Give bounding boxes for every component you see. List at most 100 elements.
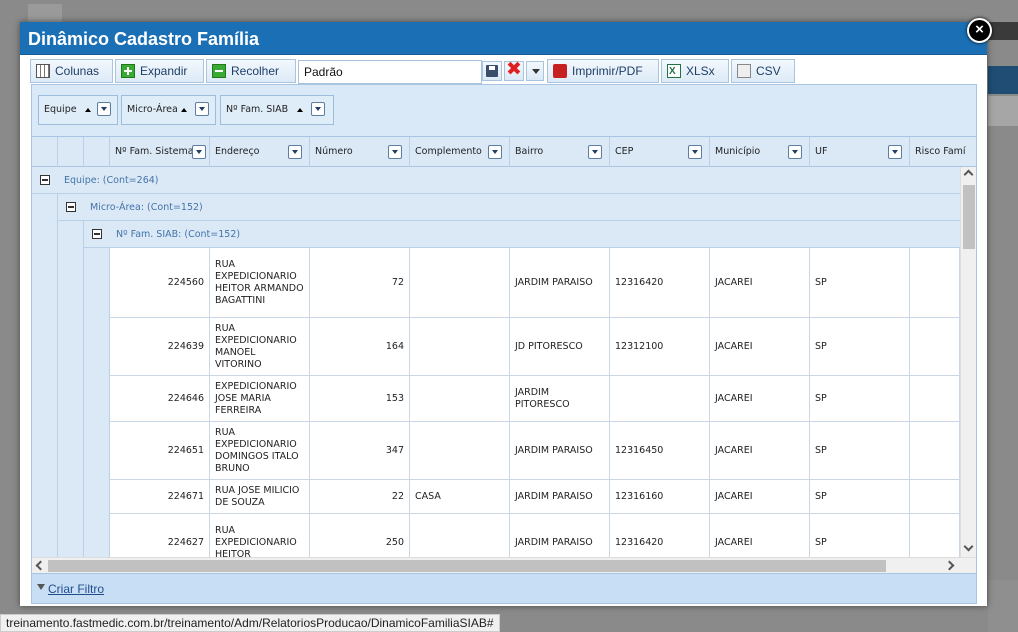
collapse-toggle-icon[interactable] [66,202,76,212]
cell-cep [610,376,710,421]
column-header-municipio[interactable]: Município [710,137,810,167]
filter-dropdown-icon[interactable] [388,145,402,159]
table-row[interactable]: 224651 RUA EXPEDICIONARIO DOMINGOS ITALO … [110,422,960,480]
cell-complemento [410,376,510,421]
group-row-equipe: Equipe: (Cont=264) [32,167,960,194]
delete-view-button[interactable]: ✖ [504,58,524,81]
save-view-button[interactable] [482,61,502,81]
view-dropdown-button[interactable] [526,61,544,81]
cell-cep: 12316420 [610,514,710,557]
xlsx-label: XLSx [686,64,715,78]
column-header-label: Município [715,146,761,157]
cell-endereco: RUA JOSE MILICIO DE SOUZA [210,480,310,513]
column-header-endereco[interactable]: Endereço [210,137,310,167]
imprimir-pdf-button[interactable]: Imprimir/PDF [547,59,659,83]
grid-body: Equipe: (Cont=264) Micro-Área: (Cont=152… [32,167,960,557]
cell-endereco: EXPEDICIONARIO JOSE MARIA FERREIRA [210,376,310,421]
cell-fam-sistema: 224646 [110,376,210,421]
expand-icon [121,64,135,78]
view-select[interactable]: Padrão [298,60,482,84]
scroll-up-icon[interactable] [963,169,974,180]
group-chip-micro-area[interactable]: Micro-Área [121,95,216,125]
group-chip-label: Micro-Área [127,104,178,115]
column-header-complemento[interactable]: Complemento [410,137,510,167]
cell-bairro: JARDIM PARAISO [510,248,610,317]
filter-dropdown-icon[interactable] [888,145,902,159]
save-icon [486,65,498,77]
cell-risco-familiar [910,248,960,317]
column-header-fam-sistema[interactable]: Nº Fam. Sistema [110,137,210,167]
column-header-uf[interactable]: UF [810,137,910,167]
scroll-thumb[interactable] [48,560,886,572]
scroll-left-icon[interactable] [35,560,46,571]
close-modal-button[interactable]: × [967,18,992,43]
filter-dropdown-icon[interactable] [588,145,602,159]
cell-endereco: RUA EXPEDICIONARIO HEITOR ARMANDO BAGATT… [210,248,310,317]
cell-bairro: JARDIM PARAISO [510,514,610,557]
filter-dropdown-icon[interactable] [97,102,111,116]
column-header-risco-familiar[interactable]: Risco Famí [910,137,976,167]
colunas-button[interactable]: Colunas [30,59,113,83]
expandir-button[interactable]: Expandir [115,59,204,83]
modal-header: Dinâmico Cadastro Família [20,22,987,55]
filter-dropdown-icon[interactable] [195,102,209,116]
recolher-label: Recolher [231,64,280,78]
group-chip-fam-siab[interactable]: Nº Fam. SIAB [220,95,334,125]
grid-toolbar: Colunas Expandir Recolher Padrão ✖ Impri… [30,58,976,85]
table-row[interactable]: 224627 RUA EXPEDICIONARIO HEITOR 250 JARDIM… [110,514,960,557]
filter-dropdown-icon[interactable] [311,102,325,116]
delete-x-icon: ✖ [506,58,522,80]
horizontal-scrollbar[interactable] [32,557,976,573]
recolher-button[interactable]: Recolher [206,59,296,83]
group-panel: Equipe Micro-Área Nº Fam. SIAB [32,85,976,137]
column-header-numero[interactable]: Número [310,137,410,167]
scroll-right-icon[interactable] [944,560,955,571]
table-row[interactable]: 224646 EXPEDICIONARIO JOSE MARIA FERREIRA… [110,376,960,422]
cell-bairro: JARDIM PARAISO [510,480,610,513]
cell-bairro: JARDIM PARAISO [510,422,610,479]
scroll-down-icon[interactable] [963,541,974,552]
column-header-label: Nº Fam. Sistema [115,146,194,157]
chevron-down-icon [532,69,540,74]
column-header-cep[interactable]: CEP [610,137,710,167]
filter-dropdown-icon[interactable] [192,145,206,159]
background-panel-block [988,66,1018,94]
table-row[interactable]: 224671 RUA JOSE MILICIO DE SOUZA 22 CASA JAR… [110,480,960,514]
background-logo [28,4,62,22]
imprimir-label: Imprimir/PDF [572,64,643,78]
cell-risco-familiar [910,422,960,479]
cell-fam-sistema: 224627 [110,514,210,557]
browser-status-bar: treinamento.fastmedic.com.br/treinamento… [0,614,500,632]
collapse-toggle-icon[interactable] [92,229,102,239]
csv-icon [737,64,751,78]
collapse-toggle-icon[interactable] [40,175,50,185]
pivot-grid: Equipe Micro-Área Nº Fam. SIAB Nº Fam. S… [31,84,977,604]
filter-dropdown-icon[interactable] [288,145,302,159]
cell-risco-familiar [910,514,960,557]
pdf-icon [553,64,567,78]
background-header-bar [988,22,1018,40]
cell-municipio: JACAREI [710,514,810,557]
filter-dropdown-icon[interactable] [788,145,802,159]
cell-complemento [410,248,510,317]
table-row[interactable]: 224560 RUA EXPEDICIONARIO HEITOR ARMANDO … [110,248,960,318]
table-row[interactable]: 224639 RUA EXPEDICIONARIO MANOEL VITORINO… [110,318,960,376]
filter-dropdown-icon[interactable] [688,145,702,159]
column-header-label: Complemento [415,146,482,157]
csv-button[interactable]: CSV [731,59,795,83]
criar-filtro-link[interactable]: Criar Filtro [48,582,104,596]
cell-municipio: JACAREI [710,318,810,375]
group-row-label: Equipe: (Cont=264) [64,175,159,186]
scroll-thumb[interactable] [963,185,975,249]
filter-dropdown-icon[interactable] [488,145,502,159]
cell-cep: 12316420 [610,248,710,317]
cell-numero: 164 [310,318,410,375]
filter-funnel-icon [37,584,45,590]
xlsx-button[interactable]: XLSx [661,59,729,83]
vertical-scrollbar[interactable] [960,167,976,557]
cell-complemento: CASA [410,480,510,513]
cell-cep: 12312100 [610,318,710,375]
column-header-bairro[interactable]: Bairro [510,137,610,167]
group-chip-equipe[interactable]: Equipe [38,95,118,125]
cell-municipio: JACAREI [710,248,810,317]
